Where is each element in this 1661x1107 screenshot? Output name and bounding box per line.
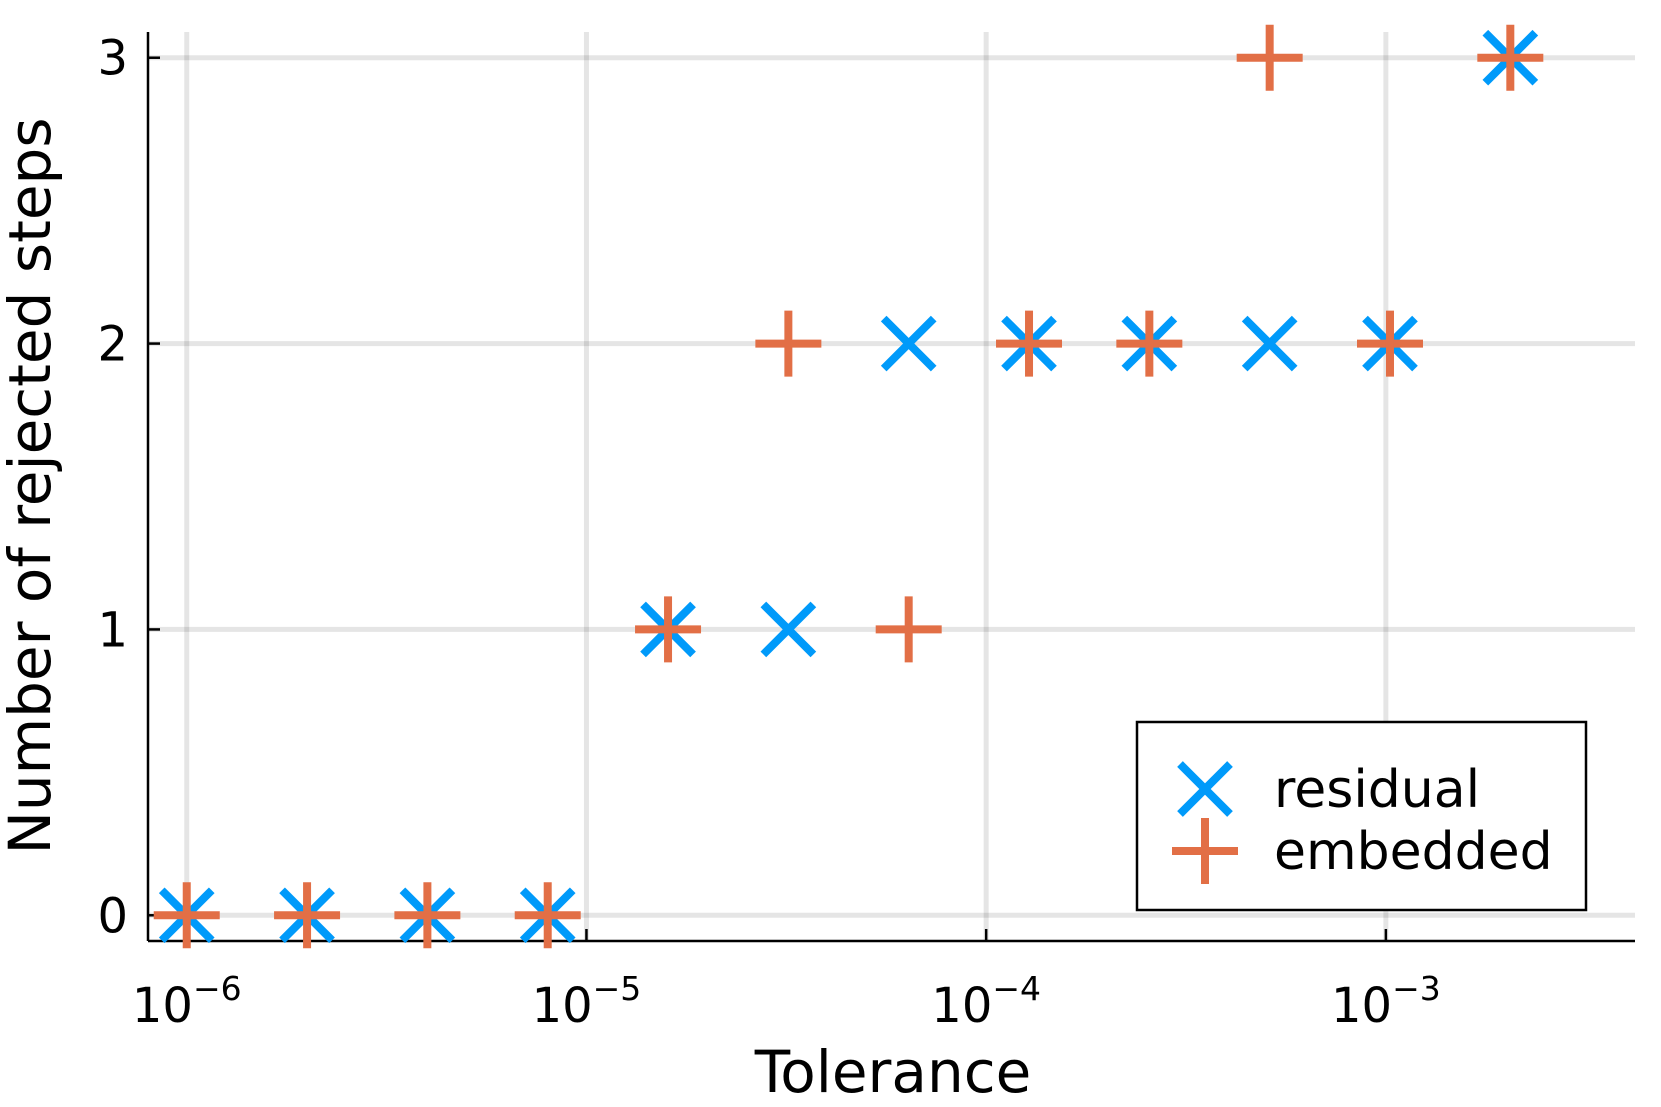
x-tick-label: 10−4 — [931, 969, 1041, 1034]
embedded-point — [1236, 24, 1303, 91]
embedded-point — [514, 882, 581, 949]
embedded-point — [394, 882, 461, 949]
y-tick-label: 0 — [97, 888, 128, 944]
embedded-point — [1356, 310, 1423, 377]
residual-point — [1241, 315, 1298, 372]
embedded-point — [996, 310, 1063, 377]
data-markers — [153, 24, 1544, 949]
y-axis-title: Number of rejected steps — [0, 117, 64, 854]
y-tick-labels: 0 1 2 3 — [97, 31, 128, 945]
axes — [146, 32, 1635, 943]
y-tick-label: 1 — [97, 602, 128, 658]
embedded-point — [1116, 310, 1183, 377]
x-tick-label: 10−6 — [132, 969, 242, 1034]
y-tick-label: 2 — [97, 317, 128, 373]
embedded-point — [635, 596, 702, 663]
x-tick-labels: 10−6 10−5 10−4 10−3 — [132, 969, 1441, 1034]
residual-point — [880, 315, 937, 372]
embedded-legend-label: embedded — [1274, 822, 1553, 882]
embedded-point — [875, 596, 942, 663]
embedded-point — [274, 882, 341, 949]
y-tick-label: 3 — [97, 31, 128, 87]
legend-box — [1135, 720, 1588, 912]
residual-point — [760, 601, 817, 658]
x-axis-title: Tolerance — [754, 1038, 1032, 1106]
embedded-point — [1477, 24, 1544, 91]
x-tick-label: 10−5 — [532, 969, 642, 1034]
embedded-legend-marker — [1172, 818, 1238, 884]
residual-legend-label: residual — [1274, 760, 1480, 820]
embedded-point — [755, 310, 822, 377]
x-tick-label: 10−3 — [1331, 969, 1441, 1034]
residual-legend-marker — [1177, 761, 1233, 817]
embedded-point — [153, 882, 220, 949]
